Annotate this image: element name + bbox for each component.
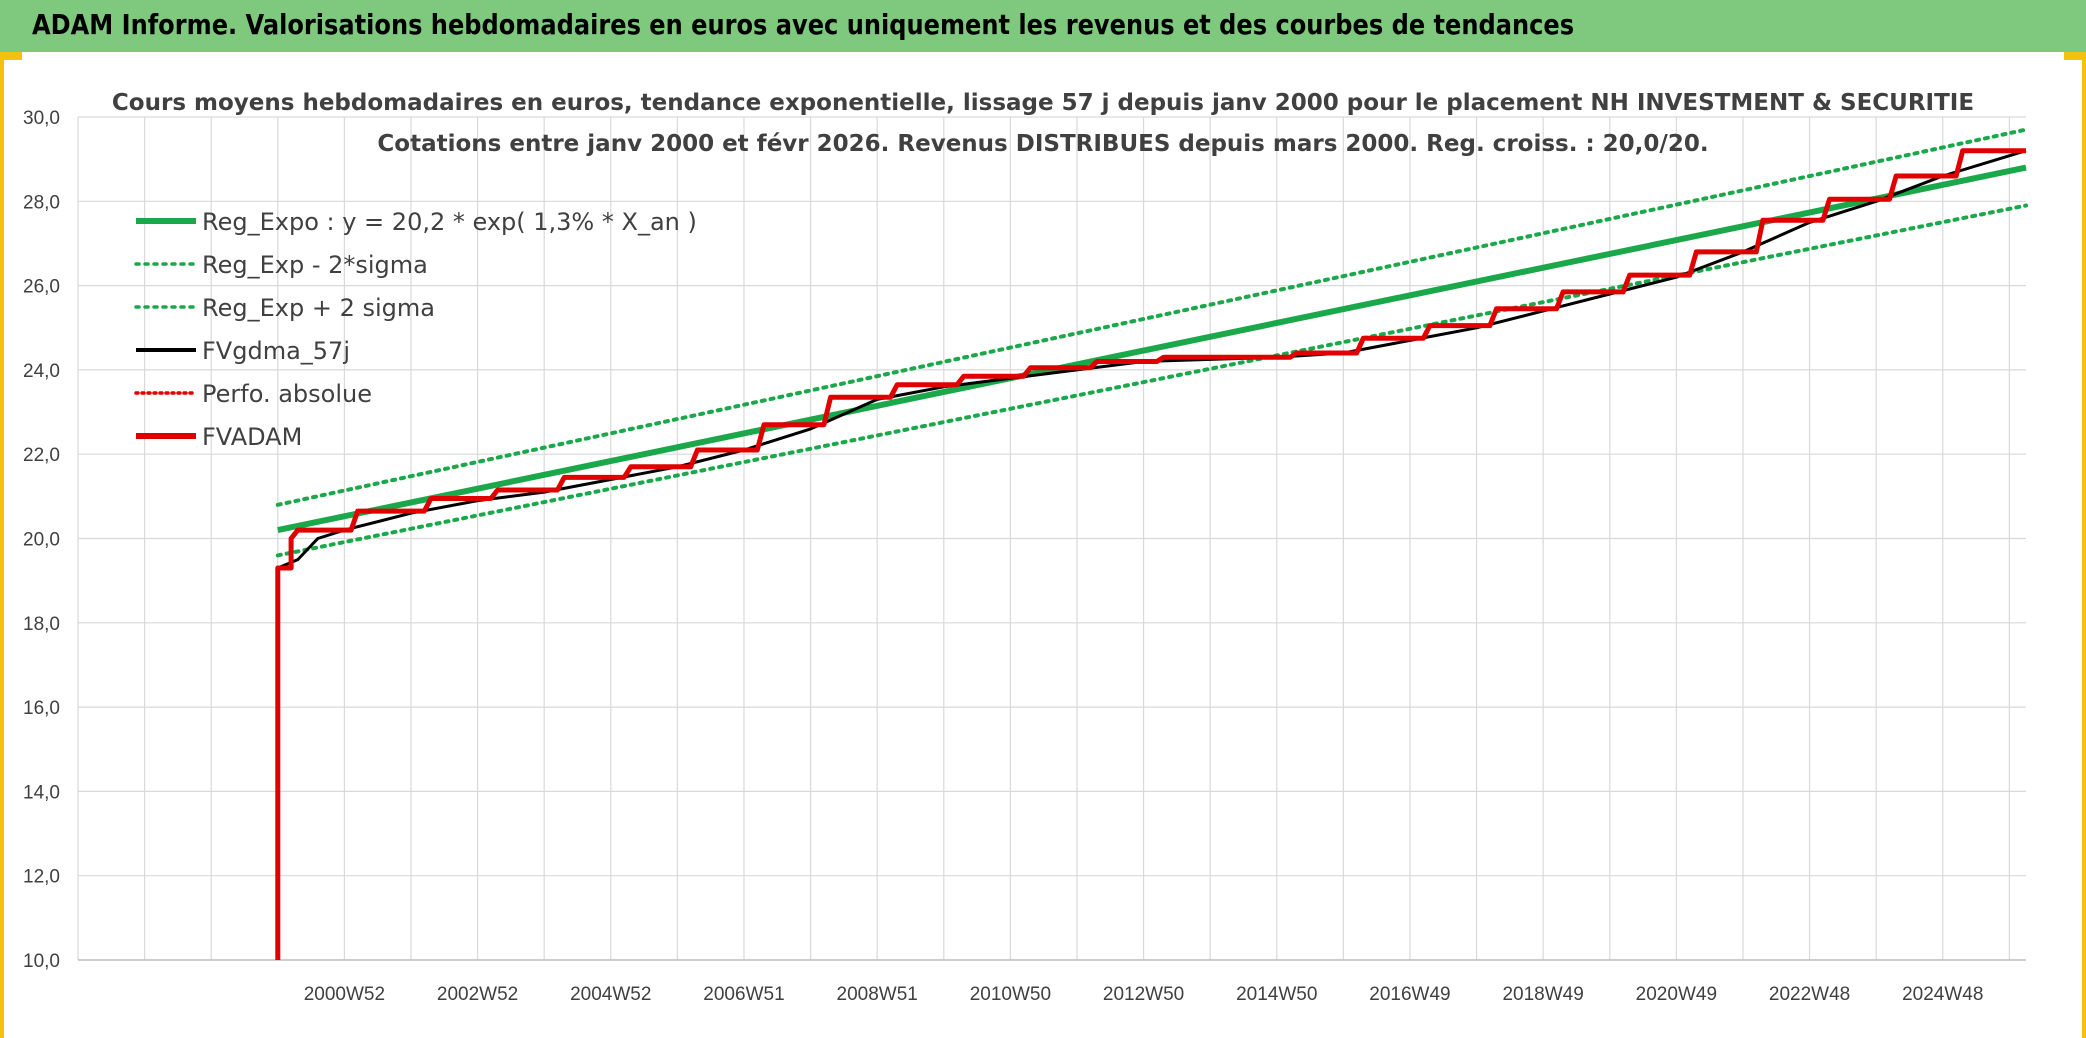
x-tick-label: 2014W50 <box>1236 984 1317 1005</box>
y-tick-label: 22,0 <box>23 445 60 466</box>
x-tick-label: 2002W52 <box>437 984 518 1005</box>
legend-label-3: FVgdma_57j <box>202 337 350 365</box>
y-tick-label: 14,0 <box>23 782 60 803</box>
grid <box>77 116 2026 961</box>
x-tick-label: 2024W48 <box>1902 984 1983 1005</box>
y-tick-label: 26,0 <box>23 277 60 298</box>
x-axis-ticks: 2000W52 2002W52 2004W52 2006W51 2008W51 2010W… <box>304 984 1984 1005</box>
x-tick-label: 2012W50 <box>1103 984 1184 1005</box>
legend-label-1: Reg_Exp - 2*sigma <box>202 251 428 279</box>
legend-label-2: Reg_Exp + 2 sigma <box>202 294 435 322</box>
x-tick-label: 2000W52 <box>304 984 385 1005</box>
series-line-2 <box>275 127 2028 507</box>
x-tick-label: 2020W49 <box>1636 984 1717 1005</box>
y-axis-ticks: 10,0 12,0 14,0 16,0 18,0 20,0 22,0 24,0 26,0 28,0… <box>23 108 60 972</box>
series-line-5 <box>275 148 2026 960</box>
y-tick-label: 20,0 <box>23 530 60 551</box>
chart-frame <box>0 52 2086 1038</box>
y-tick-label: 24,0 <box>23 361 60 382</box>
page-title: ADAM Informe. Valorisations hebdomadaire… <box>32 8 1575 41</box>
y-tick-label: 28,0 <box>23 192 60 213</box>
x-tick-label: 2016W49 <box>1369 984 1450 1005</box>
y-tick-label: 10,0 <box>23 951 60 972</box>
legend-label-4: Perfo. absolue <box>202 380 372 408</box>
y-tick-label: 30,0 <box>23 108 60 129</box>
corner-accent-left <box>0 52 22 60</box>
series-group <box>275 127 2028 960</box>
legend: Reg_Expo : y = 20,2 * exp( 1,3% * X_an )… <box>134 208 697 451</box>
x-tick-label: 2022W48 <box>1769 984 1850 1005</box>
chart-title-line-2: Cotations entre janv 2000 et févr 2026. … <box>377 131 1708 157</box>
legend-label-0: Reg_Expo : y = 20,2 * exp( 1,3% * X_an ) <box>202 208 697 236</box>
series-line-0 <box>277 164 2027 534</box>
x-tick-label: 2006W51 <box>703 984 784 1005</box>
series-line-1 <box>275 203 2028 558</box>
y-tick-label: 16,0 <box>23 698 60 719</box>
legend-label-5: FVADAM <box>202 423 302 451</box>
x-tick-label: 2008W51 <box>837 984 918 1005</box>
x-tick-label: 2010W50 <box>970 984 1051 1005</box>
y-tick-label: 12,0 <box>23 867 60 888</box>
chart-title-line-1: Cours moyens hebdomadaires en euros, ten… <box>112 90 1974 116</box>
header-bar: ADAM Informe. Valorisations hebdomadaire… <box>0 0 2086 52</box>
x-tick-label: 2018W49 <box>1502 984 1583 1005</box>
chart-title-group: Cours moyens hebdomadaires en euros, ten… <box>112 90 1974 157</box>
x-tick-label: 2004W52 <box>570 984 651 1005</box>
y-tick-label: 18,0 <box>23 614 60 635</box>
corner-accent-right <box>2064 52 2086 60</box>
